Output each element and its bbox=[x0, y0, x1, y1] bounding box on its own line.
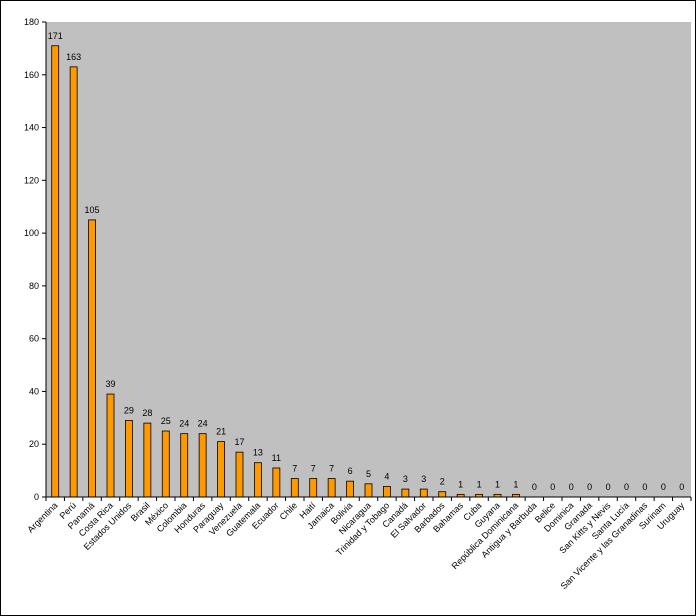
bar bbox=[88, 219, 96, 498]
data-label: 3 bbox=[403, 474, 408, 484]
y-tick-label: 160 bbox=[24, 70, 39, 80]
y-tick-label: 80 bbox=[29, 281, 39, 291]
data-label: 17 bbox=[234, 437, 244, 447]
data-label: 0 bbox=[550, 482, 555, 492]
data-label: 6 bbox=[348, 466, 353, 476]
data-label: 163 bbox=[66, 52, 81, 62]
bar bbox=[125, 420, 133, 498]
bar bbox=[290, 478, 299, 498]
data-label: 105 bbox=[85, 205, 100, 215]
y-tick-label: 20 bbox=[29, 439, 39, 449]
y-axis-ticks: 0 20 40 60 80 100 120 140 160 180 bbox=[24, 17, 46, 502]
data-label: 171 bbox=[48, 31, 63, 41]
data-label: 28 bbox=[142, 408, 152, 418]
bar bbox=[143, 422, 152, 498]
data-label: 24 bbox=[198, 419, 208, 429]
bar bbox=[419, 488, 428, 498]
data-label: 1 bbox=[495, 479, 500, 489]
y-tick-label: 0 bbox=[34, 492, 39, 502]
data-label: 1 bbox=[513, 479, 518, 489]
bar bbox=[161, 430, 170, 498]
data-label: 2 bbox=[440, 477, 445, 487]
bar bbox=[364, 483, 373, 498]
data-label: 0 bbox=[642, 482, 647, 492]
bar bbox=[401, 488, 410, 498]
category-label: Argentina bbox=[25, 500, 59, 534]
y-tick-label: 120 bbox=[24, 175, 39, 185]
bar bbox=[198, 433, 207, 498]
x-axis-ticks bbox=[45, 497, 692, 501]
bar bbox=[69, 66, 78, 498]
data-label: 3 bbox=[421, 474, 426, 484]
bar bbox=[309, 478, 318, 498]
bar bbox=[272, 467, 281, 498]
bar bbox=[254, 462, 262, 498]
data-label: 24 bbox=[179, 419, 189, 429]
data-label: 29 bbox=[124, 405, 134, 415]
bar bbox=[51, 45, 60, 498]
y-tick-label: 100 bbox=[24, 228, 39, 238]
data-label: 0 bbox=[679, 482, 684, 492]
data-label: 5 bbox=[366, 469, 371, 479]
category-label: Chile bbox=[278, 500, 300, 522]
bar bbox=[438, 491, 447, 498]
bar bbox=[217, 441, 225, 498]
data-label: 0 bbox=[569, 482, 574, 492]
data-label: 0 bbox=[624, 482, 629, 492]
y-tick-label: 60 bbox=[29, 334, 39, 344]
y-tick-label: 140 bbox=[24, 123, 39, 133]
data-label: 0 bbox=[532, 482, 537, 492]
data-label: 25 bbox=[161, 416, 171, 426]
data-label: 0 bbox=[606, 482, 611, 492]
data-label: 4 bbox=[384, 471, 389, 481]
data-label: 7 bbox=[329, 464, 334, 474]
bar bbox=[346, 480, 354, 498]
bar bbox=[106, 393, 115, 498]
data-label: 39 bbox=[105, 379, 115, 389]
data-label: 21 bbox=[216, 427, 226, 437]
data-label: 1 bbox=[477, 479, 482, 489]
y-tick-label: 40 bbox=[29, 386, 39, 396]
bar bbox=[383, 486, 391, 498]
data-label: 13 bbox=[253, 448, 263, 458]
bar bbox=[327, 478, 336, 498]
y-tick-label: 180 bbox=[24, 17, 39, 27]
data-label: 7 bbox=[311, 464, 316, 474]
data-label: 0 bbox=[661, 482, 666, 492]
bar bbox=[235, 451, 244, 498]
bar bbox=[180, 433, 189, 498]
plot-area bbox=[46, 22, 691, 497]
data-label: 11 bbox=[272, 453, 281, 463]
data-label: 7 bbox=[292, 464, 297, 474]
data-label: 0 bbox=[587, 482, 592, 492]
data-label: 1 bbox=[458, 479, 463, 489]
